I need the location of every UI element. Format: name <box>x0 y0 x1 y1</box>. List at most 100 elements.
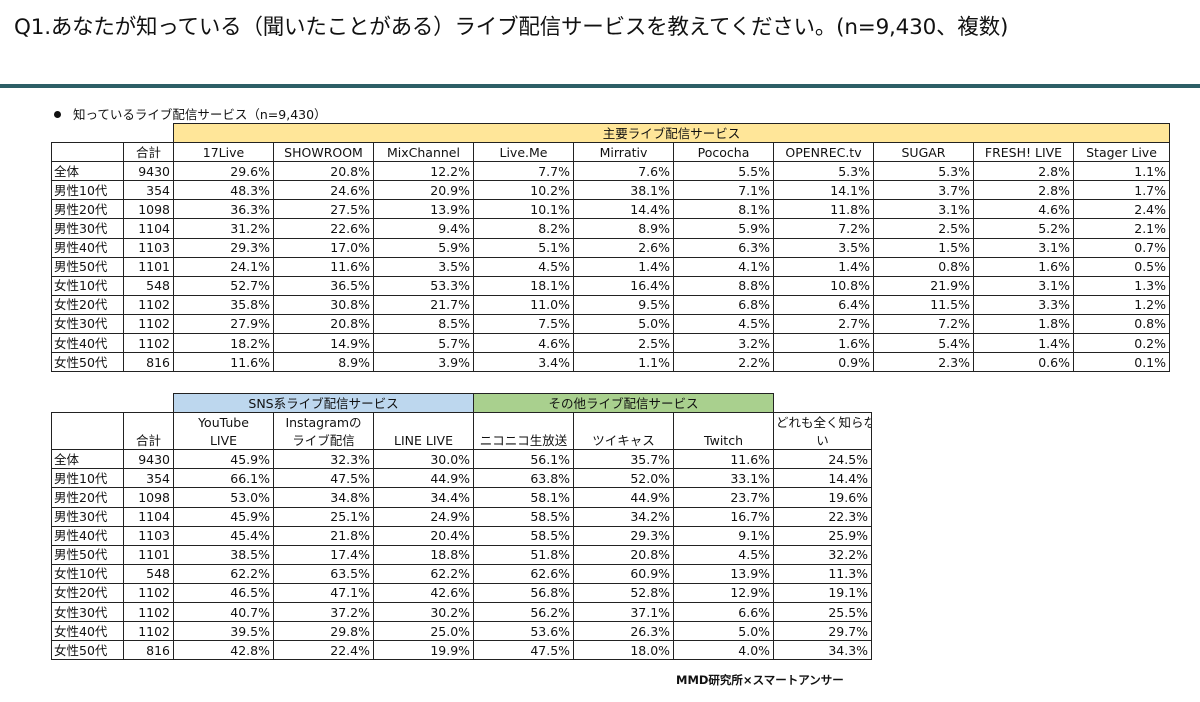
value-cell: 2.2% <box>673 352 774 373</box>
row-total: 1103 <box>123 237 174 258</box>
value-cell: 11.6% <box>273 256 374 277</box>
main-services-table: 主要ライブ配信サービス 合計 17Live SHOWROOM MixChannel Li… <box>51 122 1171 373</box>
value-cell: 47.1% <box>273 582 374 604</box>
table-row: 全体 9430 45.9% 32.3% 30.0% 56.1% 35.7% 11.6% 24.5… <box>51 449 873 470</box>
value-cell: 60.9% <box>573 563 675 584</box>
value-cell: 37.2% <box>273 602 374 623</box>
row-label: 全体 <box>51 161 124 182</box>
value-cell: 44.9% <box>573 487 675 508</box>
value-cell: 56.2% <box>473 602 575 623</box>
value-cell: 1.4% <box>973 333 1074 354</box>
value-cell: 8.2% <box>473 218 574 239</box>
row-label: 男性50代 <box>51 256 124 277</box>
table-row: 女性20代 1102 35.8% 30.8% 21.7% 11.0% 9.5% 6.8% 6.4… <box>51 294 1171 315</box>
row-label: 女性20代 <box>51 294 124 315</box>
value-cell: 16.4% <box>573 275 674 296</box>
table-row: 女性50代 816 42.8% 22.4% 19.9% 47.5% 18.0% 4.0% 34.… <box>51 640 873 661</box>
value-cell: 9.1% <box>673 525 775 546</box>
value-cell: 29.6% <box>173 161 274 182</box>
value-cell: 47.5% <box>273 468 374 489</box>
source-credit: MMD研究所×スマートアンサー <box>676 673 844 687</box>
table-row: 男性30代 1104 31.2% 22.6% 9.4% 8.2% 8.9% 5.9% 7.2% 2… <box>51 218 1171 239</box>
value-cell: 4.6% <box>973 199 1074 220</box>
value-cell: 58.5% <box>473 525 575 546</box>
value-cell: 46.5% <box>173 582 274 604</box>
value-cell: 62.2% <box>372 563 475 584</box>
value-cell: 31.2% <box>173 218 274 239</box>
value-cell: 2.5% <box>873 218 974 239</box>
value-cell: 40.7% <box>173 602 274 623</box>
value-cell: 7.6% <box>573 161 674 182</box>
value-cell: 4.5% <box>673 313 774 335</box>
value-cell: 0.8% <box>873 256 974 277</box>
value-cell: 5.1% <box>473 237 574 258</box>
value-cell: 6.8% <box>673 294 774 315</box>
bullet-icon <box>54 111 61 118</box>
value-cell: 21.8% <box>273 525 374 546</box>
value-cell: 35.7% <box>573 449 675 470</box>
value-cell: 4.5% <box>673 544 775 565</box>
value-cell: 1.1% <box>1072 161 1171 182</box>
value-cell: 2.6% <box>573 237 674 258</box>
value-cell: 3.7% <box>873 180 974 201</box>
table-row: 女性30代 1102 27.9% 20.8% 8.5% 7.5% 5.0% 4.5% 2.7% 7… <box>51 313 1171 335</box>
value-cell: 53.6% <box>473 621 575 642</box>
value-cell: 25.5% <box>773 602 873 623</box>
value-cell: 30.2% <box>372 602 475 623</box>
column-header-row: YouTube Instagramの どれも全く知らな <box>51 412 873 451</box>
row-total: 1102 <box>123 621 174 642</box>
value-cell: 20.8% <box>573 544 675 565</box>
value-cell: 20.8% <box>273 161 374 182</box>
value-cell: 34.8% <box>273 487 374 508</box>
table-row: 男性40代 1103 45.4% 21.8% 20.4% 58.5% 29.3% 9.1% 25… <box>51 525 873 546</box>
value-cell: 3.1% <box>973 237 1074 258</box>
row-total: 1101 <box>123 544 174 565</box>
value-cell: 35.8% <box>173 294 274 315</box>
value-cell: 3.3% <box>973 294 1074 315</box>
value-cell: 36.5% <box>273 275 374 296</box>
table-row: 男性20代 1098 36.3% 27.5% 13.9% 10.1% 14.4% 8.1% 11… <box>51 199 1171 220</box>
value-cell: 38.5% <box>173 544 274 565</box>
value-cell: 53.3% <box>373 275 474 296</box>
value-cell: 4.5% <box>473 256 574 277</box>
value-cell: 29.3% <box>173 237 274 258</box>
column-header-line1 <box>473 412 575 432</box>
value-cell: 5.2% <box>973 218 1074 239</box>
column-header-line2: Twitch <box>673 431 775 451</box>
value-cell: 4.1% <box>673 256 774 277</box>
table-row: 女性10代 548 62.2% 63.5% 62.2% 62.6% 60.9% 13.9% 11… <box>51 563 873 584</box>
table-row: 全体 9430 29.6% 20.8% 12.2% 7.7% 7.6% 5.5% 5.3% 5.3… <box>51 161 1171 182</box>
table-row: 女性30代 1102 40.7% 37.2% 30.2% 56.2% 37.1% 6.6% 25… <box>51 602 873 623</box>
value-cell: 14.1% <box>773 180 874 201</box>
value-cell: 12.9% <box>673 582 775 604</box>
value-cell: 2.7% <box>773 313 874 335</box>
value-cell: 1.4% <box>573 256 674 277</box>
row-label: 女性10代 <box>51 563 124 584</box>
row-label: 女性50代 <box>51 640 124 661</box>
value-cell: 1.1% <box>573 352 674 373</box>
value-cell: 14.4% <box>573 199 674 220</box>
value-cell: 4.0% <box>673 640 775 661</box>
value-cell: 56.1% <box>473 449 575 470</box>
value-cell: 22.4% <box>273 640 374 661</box>
value-cell: 29.8% <box>273 621 374 642</box>
value-cell: 24.1% <box>173 256 274 277</box>
row-label: 男性40代 <box>51 525 124 546</box>
table-row: 男性20代 1098 53.0% 34.8% 34.4% 58.1% 44.9% 23.7% 1… <box>51 487 873 508</box>
value-cell: 6.6% <box>673 602 775 623</box>
row-label-header <box>51 412 124 451</box>
row-label: 男性10代 <box>51 180 124 201</box>
value-cell: 51.8% <box>473 544 575 565</box>
value-cell: 5.0% <box>673 621 775 642</box>
value-cell: 3.2% <box>673 333 774 354</box>
column-header-line1 <box>372 412 475 432</box>
value-cell: 9.5% <box>573 294 674 315</box>
value-cell: 45.9% <box>173 449 274 470</box>
value-cell: 6.4% <box>773 294 874 315</box>
value-cell: 7.7% <box>473 161 574 182</box>
column-header-line2: LINE LIVE <box>372 431 475 451</box>
value-cell: 3.5% <box>373 256 474 277</box>
value-cell: 18.2% <box>173 333 274 354</box>
value-cell: 25.0% <box>372 621 475 642</box>
value-cell: 0.7% <box>1072 237 1171 258</box>
